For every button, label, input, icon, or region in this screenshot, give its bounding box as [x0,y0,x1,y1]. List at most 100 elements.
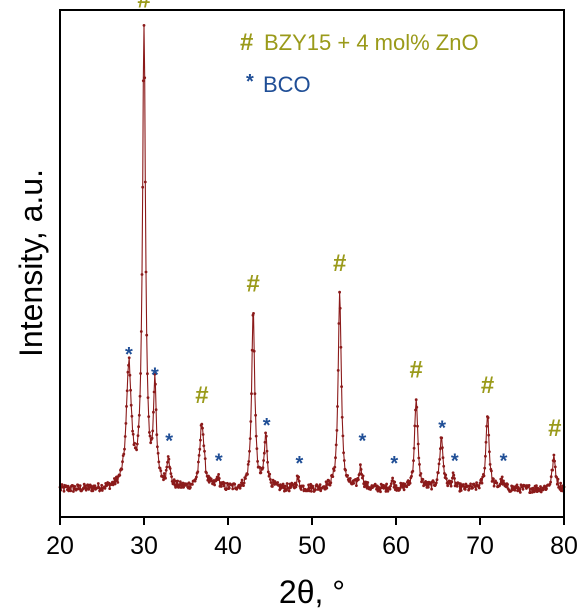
data-point [346,474,349,477]
data-point [231,487,235,491]
data-point [438,458,442,461]
data-point [249,420,253,423]
data-point [255,447,259,450]
data-point [242,484,245,487]
x-tick-label-80: 80 [550,532,578,560]
data-point [281,482,285,486]
data-point [96,482,100,485]
data-point [347,479,351,483]
data-point [441,446,444,449]
data-point [247,460,251,463]
data-point [268,472,272,476]
data-point [248,437,252,440]
data-point [62,489,66,493]
data-point [60,483,64,486]
data-point [383,485,387,489]
data-point [151,429,155,433]
data-point [311,486,315,490]
data-point [549,475,553,479]
data-point [391,476,394,480]
data-point [560,487,564,490]
data-point [197,460,200,464]
star-peak-marker: * [263,415,271,437]
data-point [125,405,128,408]
xrd-data-points [58,24,566,494]
data-point [100,483,104,487]
x-tick-label-60: 60 [382,532,410,560]
data-point [539,485,542,488]
data-point [276,481,280,484]
data-point [462,485,466,488]
data-point [287,489,291,493]
data-point [432,480,435,484]
data-point [293,481,297,485]
data-point [557,485,561,489]
data-point [250,392,253,396]
data-point [262,459,265,462]
data-point [205,471,208,475]
data-point [69,489,73,493]
data-point [149,441,153,445]
data-point [545,487,548,491]
data-point [516,489,519,493]
data-point [246,472,249,476]
data-point [541,488,545,492]
data-point [240,481,243,485]
data-point [222,484,226,488]
data-point [215,475,219,479]
data-point [287,486,290,490]
hash-peak-marker: # [247,270,260,297]
data-point [451,476,454,480]
data-point [359,463,362,467]
data-point [124,422,128,425]
data-point [414,398,418,402]
data-point [355,484,358,487]
hash-peak-marker: # [481,372,494,399]
data-point [206,478,210,482]
data-point [291,483,295,486]
x-tick-label-40: 40 [214,532,242,560]
data-point [325,486,329,490]
data-point [195,475,198,479]
data-point [513,488,517,492]
data-point [385,482,388,486]
data-point [430,487,433,491]
data-point [271,485,274,488]
data-point [187,481,191,485]
data-point [361,474,365,478]
data-point [148,431,151,434]
data-point [219,485,223,488]
data-point [127,356,131,360]
data-point [238,486,242,490]
star-peak-marker: * [390,453,398,475]
data-point [340,415,344,419]
data-point [328,483,332,487]
data-point [242,481,246,485]
data-point [463,488,467,491]
data-point [253,392,257,396]
data-point [389,482,393,485]
data-point [416,424,419,428]
data-point [254,413,257,417]
star-peak-marker: * [451,451,459,473]
data-point [223,481,227,485]
star-peak-marker: * [500,451,508,473]
data-point [177,485,181,489]
data-point [478,481,482,485]
data-point [265,449,269,453]
data-point [386,489,390,493]
data-point [555,482,559,486]
data-point [137,425,141,429]
data-point [336,369,340,372]
data-point [506,483,509,486]
data-point [113,482,117,486]
data-point [191,483,194,486]
data-point [559,481,562,485]
data-point [307,483,310,487]
data-point [266,470,270,474]
data-point [126,370,130,374]
data-point [152,410,155,414]
data-point [435,478,439,482]
data-point [527,484,531,487]
x-axis-ticks: 20 30 40 50 60 70 80 [46,517,578,560]
